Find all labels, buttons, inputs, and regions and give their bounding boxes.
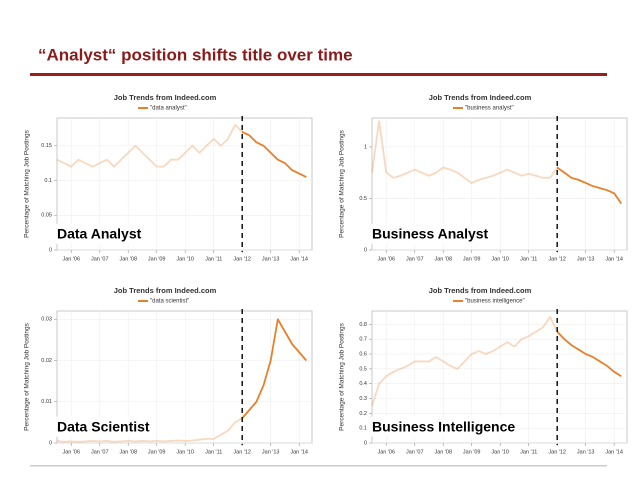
x-tick-label: Jan '14	[290, 449, 308, 455]
y-tick-label: 1	[364, 144, 367, 150]
x-tick-label: Jan '14	[605, 449, 623, 455]
legend-label: "business intelligence"	[465, 299, 525, 305]
x-tick-label: Jan '08	[119, 256, 137, 262]
y-tick-label: 0.5	[359, 366, 367, 372]
x-tick-label: Jan '13	[262, 256, 280, 262]
x-tick-label: Jan '09	[148, 256, 166, 262]
trend-line	[56, 318, 307, 443]
x-tick-label: Jan '07	[91, 449, 109, 455]
legend-label: "business analyst"	[465, 106, 514, 112]
x-tick-label: Jan '08	[119, 449, 137, 455]
x-tick-label: Jan '11	[205, 256, 222, 262]
y-axis-label: Percentage of Matching Job Postings	[339, 129, 346, 237]
trend-line	[371, 316, 622, 407]
y-tick-label: 0.02	[41, 358, 52, 364]
y-tick-label: 0.15	[41, 143, 52, 149]
x-tick-label: Jan '14	[290, 256, 308, 262]
chart-panel: Job Trends from Indeed.com "business anal…	[339, 93, 628, 262]
y-tick-label: 0.01	[41, 399, 52, 405]
x-tick-label: Jan '13	[262, 449, 280, 455]
panel-label: Business Analyst	[372, 226, 489, 242]
panel-label-box	[369, 416, 519, 437]
x-tick-label: Jan '11	[520, 449, 537, 455]
x-tick-label: Jan '12	[548, 449, 566, 455]
chart-title: Job Trends from Indeed.com	[429, 93, 532, 102]
x-tick-label: Jan '09	[463, 256, 481, 262]
panel-label-box	[54, 416, 153, 437]
x-tick-label: Jan '06	[62, 256, 80, 262]
y-tick-label: 0.7	[359, 337, 367, 343]
x-tick-label: Jan '06	[377, 449, 395, 455]
panel-label: Business Intelligence	[372, 419, 515, 435]
y-axis-label: Percentage of Matching Job Postings	[24, 322, 31, 430]
x-tick-label: Jan '13	[577, 256, 595, 262]
y-tick-label: 0.8	[359, 322, 367, 328]
x-tick-label: Jan '06	[377, 256, 395, 262]
x-tick-label: Jan '13	[577, 449, 595, 455]
legend-label: "data scientist"	[150, 299, 189, 305]
chart-panel: Job Trends from Indeed.com "data scientis…	[24, 286, 313, 455]
y-tick-label: 0.2	[359, 411, 367, 417]
trend-line	[56, 124, 307, 178]
slide-title: “Analyst“ position shifts title over tim…	[38, 45, 353, 64]
panel-label-box	[54, 223, 145, 244]
x-tick-label: Jan '10	[176, 256, 194, 262]
y-axis-label: Percentage of Matching Job Postings	[24, 129, 31, 237]
x-tick-label: Jan '11	[520, 256, 537, 262]
x-tick-label: Jan '10	[491, 256, 509, 262]
y-tick-label: 0	[364, 247, 367, 253]
x-tick-label: Jan '07	[406, 256, 424, 262]
x-tick-label: Jan '14	[605, 256, 623, 262]
x-tick-label: Jan '07	[91, 256, 109, 262]
x-tick-label: Jan '06	[62, 449, 80, 455]
chart-title: Job Trends from Indeed.com	[114, 286, 217, 295]
y-tick-label: 0.6	[359, 351, 367, 357]
y-tick-label: 0.03	[41, 317, 52, 323]
y-tick-label: 0.1	[359, 426, 367, 432]
x-tick-label: Jan '11	[205, 449, 222, 455]
y-tick-label: 0	[364, 440, 367, 446]
trend-line	[371, 120, 623, 205]
x-tick-label: Jan '12	[233, 449, 251, 455]
panel-label-box	[369, 223, 492, 244]
x-tick-label: Jan '12	[233, 256, 251, 262]
x-tick-label: Jan '09	[463, 449, 481, 455]
x-tick-label: Jan '08	[434, 449, 452, 455]
y-tick-label: 0.1	[44, 178, 52, 184]
x-tick-label: Jan '12	[548, 256, 566, 262]
x-tick-label: Jan '10	[176, 449, 194, 455]
panel-label: Data Scientist	[57, 419, 150, 435]
y-tick-label: 0	[49, 247, 52, 253]
footer-rule	[30, 465, 607, 467]
x-tick-label: Jan '08	[434, 256, 452, 262]
x-tick-label: Jan '10	[491, 449, 509, 455]
y-tick-label: 0	[49, 440, 52, 446]
y-axis-label: Percentage of Matching Job Postings	[339, 322, 346, 430]
y-tick-label: 0.3	[359, 396, 367, 402]
chart-title: Job Trends from Indeed.com	[114, 93, 217, 102]
legend-label: "data analyst"	[150, 106, 187, 112]
chart-panel: Job Trends from Indeed.com "data analyst"…	[24, 93, 313, 262]
y-tick-label: 0.5	[359, 196, 367, 202]
chart-title: Job Trends from Indeed.com	[429, 286, 532, 295]
x-tick-label: Jan '07	[406, 449, 424, 455]
chart-panel: Job Trends from Indeed.com "business inte…	[339, 286, 628, 455]
title-rule	[30, 73, 607, 76]
y-tick-label: 0.05	[41, 213, 52, 219]
panel-label: Data Analyst	[57, 226, 142, 242]
x-tick-label: Jan '09	[148, 449, 166, 455]
y-tick-label: 0.4	[359, 381, 367, 387]
